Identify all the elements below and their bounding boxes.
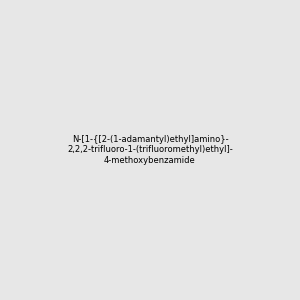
Text: N-[1-{[2-(1-adamantyl)ethyl]amino}-
2,2,2-trifluoro-1-(trifluoromethyl)ethyl]-
4: N-[1-{[2-(1-adamantyl)ethyl]amino}- 2,2,… xyxy=(67,135,233,165)
